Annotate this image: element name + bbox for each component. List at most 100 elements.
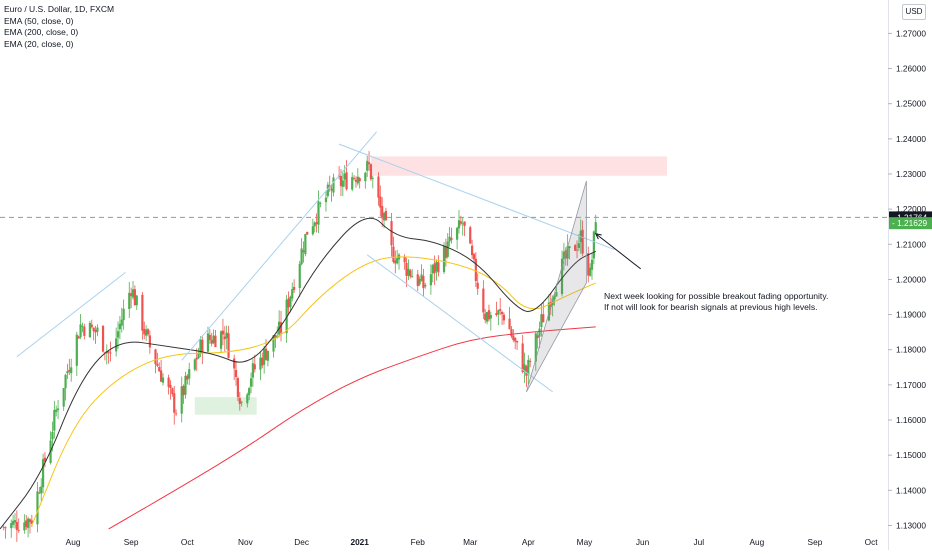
candle-up bbox=[56, 408, 60, 411]
candle-up bbox=[351, 177, 354, 190]
candle-up bbox=[540, 314, 543, 328]
candle-down bbox=[508, 318, 511, 330]
candle-down bbox=[158, 367, 161, 372]
candle-down bbox=[512, 335, 515, 340]
candle-up bbox=[298, 263, 301, 288]
candle-down bbox=[77, 336, 80, 339]
candle-down bbox=[352, 178, 356, 179]
candle-down bbox=[38, 492, 41, 494]
candle-down bbox=[148, 335, 151, 348]
candle-down bbox=[186, 375, 189, 380]
candle-down bbox=[587, 253, 590, 276]
candle-down bbox=[227, 333, 230, 358]
last-price-label: - 1.21629 bbox=[892, 218, 927, 228]
candle-up bbox=[592, 231, 595, 259]
candle-down bbox=[471, 245, 474, 256]
candle-down bbox=[502, 314, 506, 321]
candle-down bbox=[379, 196, 382, 208]
candle-up bbox=[448, 236, 451, 242]
candle-down bbox=[171, 388, 174, 395]
annotation-line-1: Next week looking for possible breakout … bbox=[604, 291, 829, 301]
candle-up bbox=[193, 359, 196, 370]
annotation-arrow bbox=[595, 233, 642, 270]
candle-down bbox=[182, 385, 185, 396]
candle-down bbox=[358, 178, 361, 182]
y-tick-label: 1.15000 bbox=[896, 450, 926, 460]
rising-wedge bbox=[526, 180, 587, 393]
candle-up bbox=[555, 292, 558, 297]
candle-down bbox=[515, 340, 519, 343]
candle-up bbox=[188, 369, 191, 379]
candle-down bbox=[173, 393, 176, 413]
candle-up bbox=[206, 333, 210, 352]
candle-down bbox=[143, 328, 146, 335]
x-tick-label: Apr bbox=[522, 537, 535, 547]
candle-up bbox=[184, 375, 187, 395]
candle-down bbox=[409, 270, 412, 277]
x-tick-label: Jun bbox=[636, 537, 650, 547]
candle-down bbox=[261, 357, 264, 366]
candle-up bbox=[266, 350, 269, 361]
candle-up bbox=[356, 176, 359, 184]
candle-down bbox=[459, 221, 462, 224]
trendline bbox=[181, 131, 377, 361]
candle-up bbox=[589, 267, 592, 276]
currency-button[interactable]: USD bbox=[902, 4, 926, 20]
candle-down bbox=[484, 313, 487, 321]
candle-up bbox=[122, 308, 125, 321]
drawings-layer bbox=[0, 131, 888, 393]
candle-up bbox=[332, 177, 335, 193]
candle-down bbox=[476, 282, 479, 289]
candle-up bbox=[199, 339, 202, 354]
candle-down bbox=[472, 254, 476, 260]
y-tick-label: 1.17000 bbox=[896, 380, 926, 390]
candle-down bbox=[444, 246, 447, 258]
annotation-text[interactable]: Next week looking for possible breakout … bbox=[604, 291, 828, 312]
candle-up bbox=[523, 364, 526, 373]
candle-down bbox=[101, 325, 105, 352]
legend-ema50[interactable]: EMA (50, close, 0) bbox=[4, 15, 74, 26]
legend-ema20[interactable]: EMA (20, close, 0) bbox=[4, 38, 74, 49]
candle-up bbox=[429, 274, 432, 286]
candle-up bbox=[594, 222, 597, 233]
y-tick-label: 1.19000 bbox=[896, 310, 926, 320]
y-tick-label: 1.16000 bbox=[896, 415, 926, 425]
candle-down bbox=[394, 260, 397, 264]
candle-down bbox=[487, 310, 491, 320]
support-zone bbox=[194, 397, 257, 415]
candle-down bbox=[381, 205, 384, 219]
x-tick-label: Mar bbox=[463, 537, 478, 547]
candle-up bbox=[291, 288, 294, 299]
candle-up bbox=[128, 292, 131, 310]
x-tick-label: Sep bbox=[124, 537, 139, 547]
candle-down bbox=[514, 338, 517, 342]
candle-down bbox=[542, 314, 545, 323]
candle-up bbox=[64, 374, 67, 389]
legend-symbol[interactable]: Euro / U.S. Dollar, 1D, FXCM bbox=[4, 4, 115, 14]
candle-down bbox=[223, 336, 226, 340]
candle-up bbox=[313, 222, 316, 227]
candle-up bbox=[10, 522, 13, 529]
candle-up bbox=[212, 335, 215, 344]
candle-down bbox=[109, 352, 112, 354]
candle-down bbox=[133, 289, 136, 306]
ema20-line bbox=[0, 217, 596, 530]
y-tick-label: 1.26000 bbox=[896, 64, 926, 74]
candle-down bbox=[392, 246, 395, 262]
candle-up bbox=[317, 201, 320, 225]
y-tick-label: 1.23000 bbox=[896, 169, 926, 179]
candle-down bbox=[83, 326, 86, 336]
candle-down bbox=[90, 324, 93, 328]
candle-down bbox=[499, 309, 502, 311]
candle-down bbox=[339, 176, 343, 187]
candle-down bbox=[500, 311, 504, 315]
candle-up bbox=[75, 334, 78, 366]
candle-up bbox=[424, 284, 427, 287]
annotation-line-2: If not will look for bearish signals at … bbox=[604, 301, 818, 312]
legend-ema200[interactable]: EMA (200, close, 0) bbox=[4, 27, 79, 37]
candle-down bbox=[529, 361, 532, 363]
candle-up bbox=[116, 331, 120, 338]
candle-down bbox=[154, 349, 157, 365]
